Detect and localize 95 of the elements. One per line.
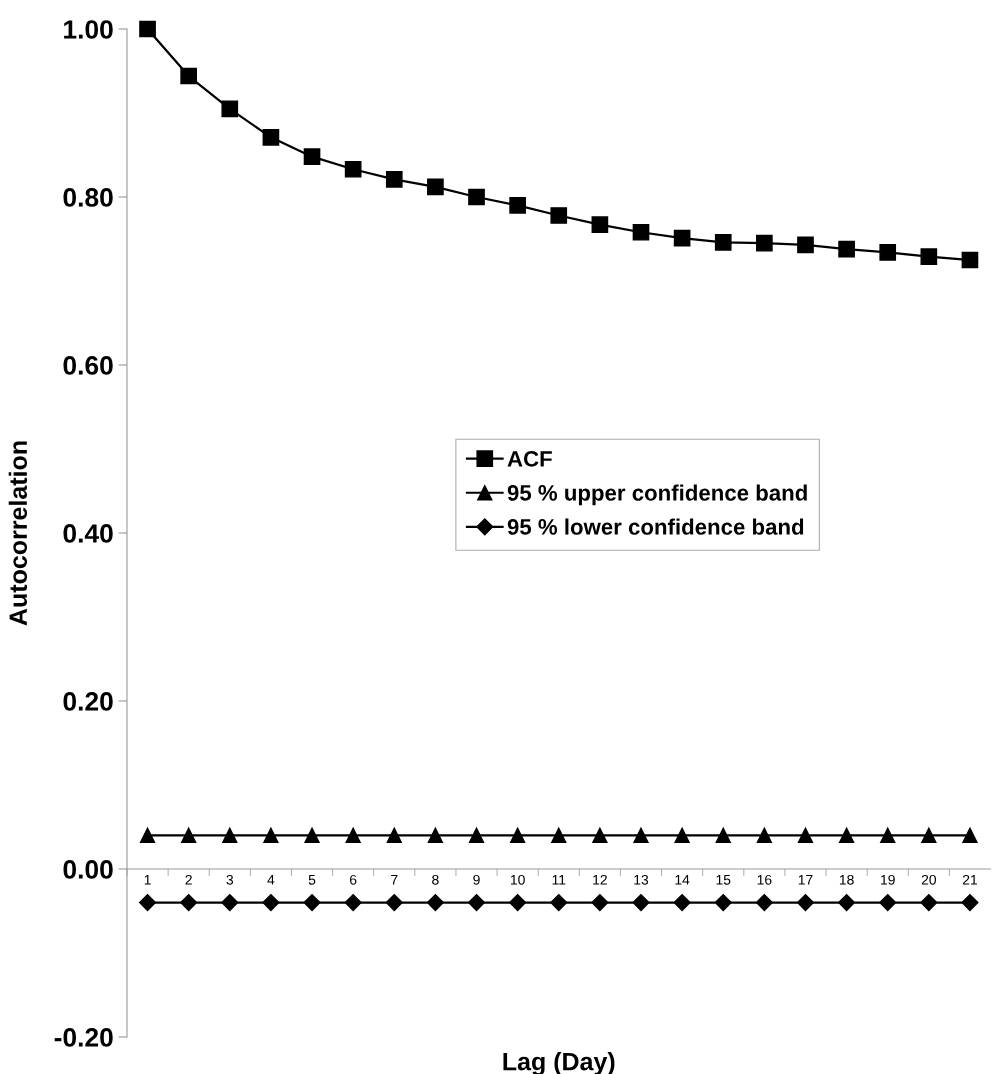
legend-label: ACF [507,450,552,467]
point [633,827,649,843]
point [714,234,732,251]
point [303,894,321,912]
point [755,894,773,912]
point [181,827,197,843]
point [921,827,937,843]
point [509,197,526,214]
point [468,188,485,206]
point [262,129,280,146]
point [879,894,897,912]
point [673,894,691,912]
y-tick-label: 0.80 [63,188,113,207]
x-tick-label: 3 [226,874,234,885]
point [138,894,157,912]
y-axis-title: Autocorrelation [8,441,28,626]
point [797,236,814,254]
point [551,827,567,843]
point [221,894,239,912]
point [591,216,609,234]
x-tick-label: 16 [757,874,772,885]
point [427,827,444,843]
point [879,244,897,261]
point [838,827,855,843]
point [591,894,609,912]
point [262,894,280,912]
x-tick-label: 2 [185,874,192,885]
point [880,827,896,843]
x-tick-label: 18 [839,874,854,885]
point [345,827,361,843]
point [920,894,938,912]
x-tick-label: 7 [391,875,398,885]
point [467,894,486,912]
x-tick-label: 9 [473,874,480,885]
point [221,100,239,118]
point [427,178,444,196]
point [838,894,856,912]
point [756,234,773,252]
x-tick-label: 12 [593,874,607,885]
point [961,894,979,912]
point [222,827,238,843]
x-tick-label: 11 [552,875,566,885]
point [344,894,362,912]
point [263,827,279,843]
y-tick-label: 0.60 [63,356,113,375]
point [962,827,978,843]
point [550,207,568,224]
point [632,894,650,912]
y-tick-label: 0.00 [63,860,113,879]
point [385,894,403,912]
legend-label: 95 % lower confidence band [507,518,804,535]
point [385,171,403,188]
point [797,827,814,843]
y-tick-label: 1.00 [64,20,113,39]
point [674,827,690,843]
point [468,827,485,843]
y-tick-label: -0.20 [54,1028,113,1047]
legend-label: 95 % upper confidence band [507,484,807,506]
point [303,148,321,166]
point [386,827,402,843]
point [139,827,156,843]
point [426,894,444,912]
x-tick-label: 21 [962,874,978,885]
point [592,827,608,843]
x-tick-label: 20 [921,874,937,885]
point [139,20,156,38]
point [344,160,362,178]
point [673,229,691,247]
point [550,894,568,912]
x-tick-label: 4 [267,875,275,885]
point [714,894,732,912]
point [304,827,320,843]
x-tick-label: 1 [144,875,151,885]
point [796,894,815,912]
x-tick-label: 14 [675,875,690,885]
point [961,251,979,269]
x-tick-label: 19 [881,874,895,885]
point [715,827,731,843]
point [509,894,527,912]
point [756,827,772,843]
x-tick-label: 17 [798,875,813,885]
point [632,223,650,241]
x-tick-label: 10 [510,874,525,885]
x-tick-label: 8 [432,874,439,885]
y-tick-label: 0.20 [63,692,113,711]
point [180,67,198,85]
x-tick-label: 15 [716,875,731,885]
x-tick-label: 13 [634,874,649,885]
y-tick-label: 0.40 [63,524,113,543]
point [838,240,855,258]
x-tick-label: 5 [308,875,316,885]
point [920,248,938,265]
point [509,827,526,843]
point [180,894,198,912]
x-tick-label: 6 [350,874,357,885]
